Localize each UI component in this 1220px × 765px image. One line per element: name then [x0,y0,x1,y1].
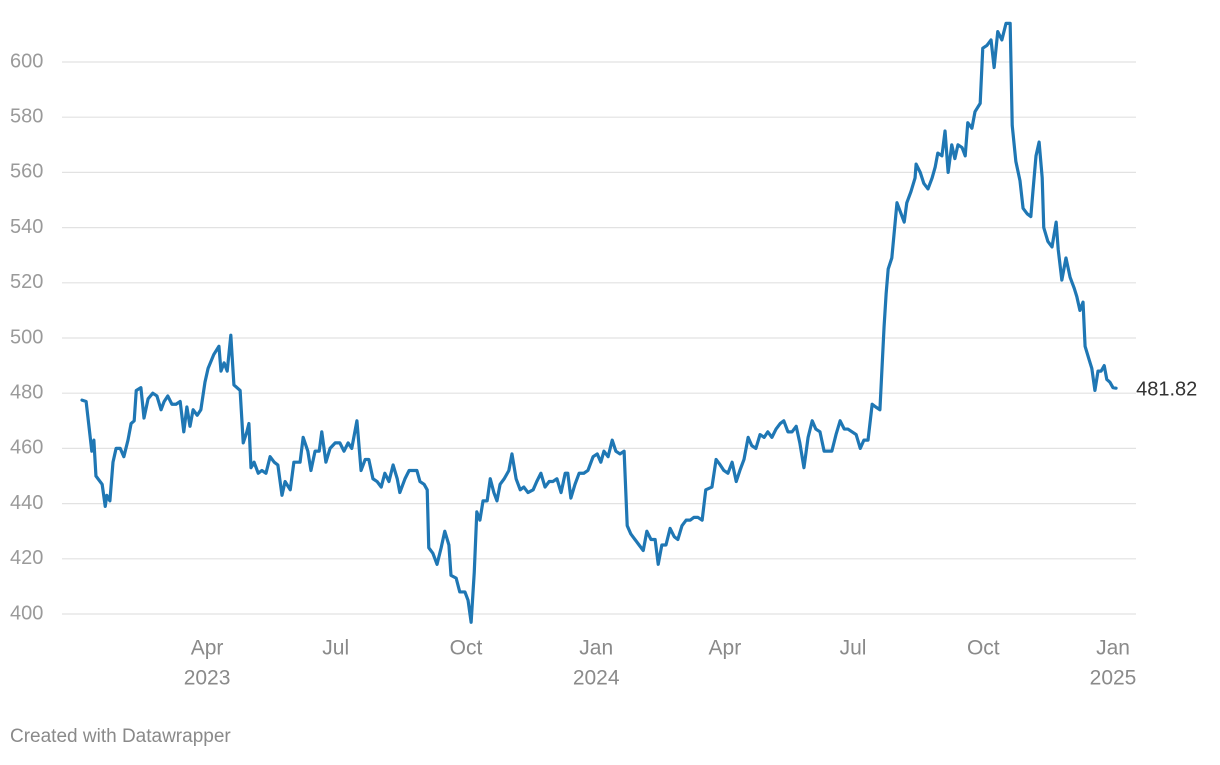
y-tick-label: 460 [10,437,43,459]
y-tick-label: 500 [10,326,43,348]
x-tick-label: Apr [191,637,224,660]
x-tick-year: 2024 [573,667,620,690]
y-tick-label: 440 [10,492,43,514]
y-tick-label: 520 [10,271,43,293]
end-value-label: 481.82 [1136,378,1197,400]
x-tick-label: Apr [709,637,742,660]
x-tick-year: 2023 [184,667,231,690]
line [80,21,1118,624]
x-tick-label: Jan [579,637,613,660]
footer: Created with Datawrapper [10,726,231,747]
x-tick-label: Oct [967,637,1000,660]
y-tick-label: 600 [10,50,43,72]
x-tick-label: Jul [322,637,349,660]
y-tick-label: 540 [10,216,43,238]
y-tick-label: 560 [10,161,43,183]
x-tick-label: Jan [1096,637,1130,660]
x-tick-label: Jul [840,637,867,660]
x-tick-year: 2025 [1090,667,1137,690]
y-tick-label: 400 [10,602,43,624]
y-tick-label: 580 [10,105,43,127]
x-tick-label: Oct [450,637,483,660]
y-tick-label: 420 [10,547,43,569]
y-tick-label: 480 [10,381,43,403]
